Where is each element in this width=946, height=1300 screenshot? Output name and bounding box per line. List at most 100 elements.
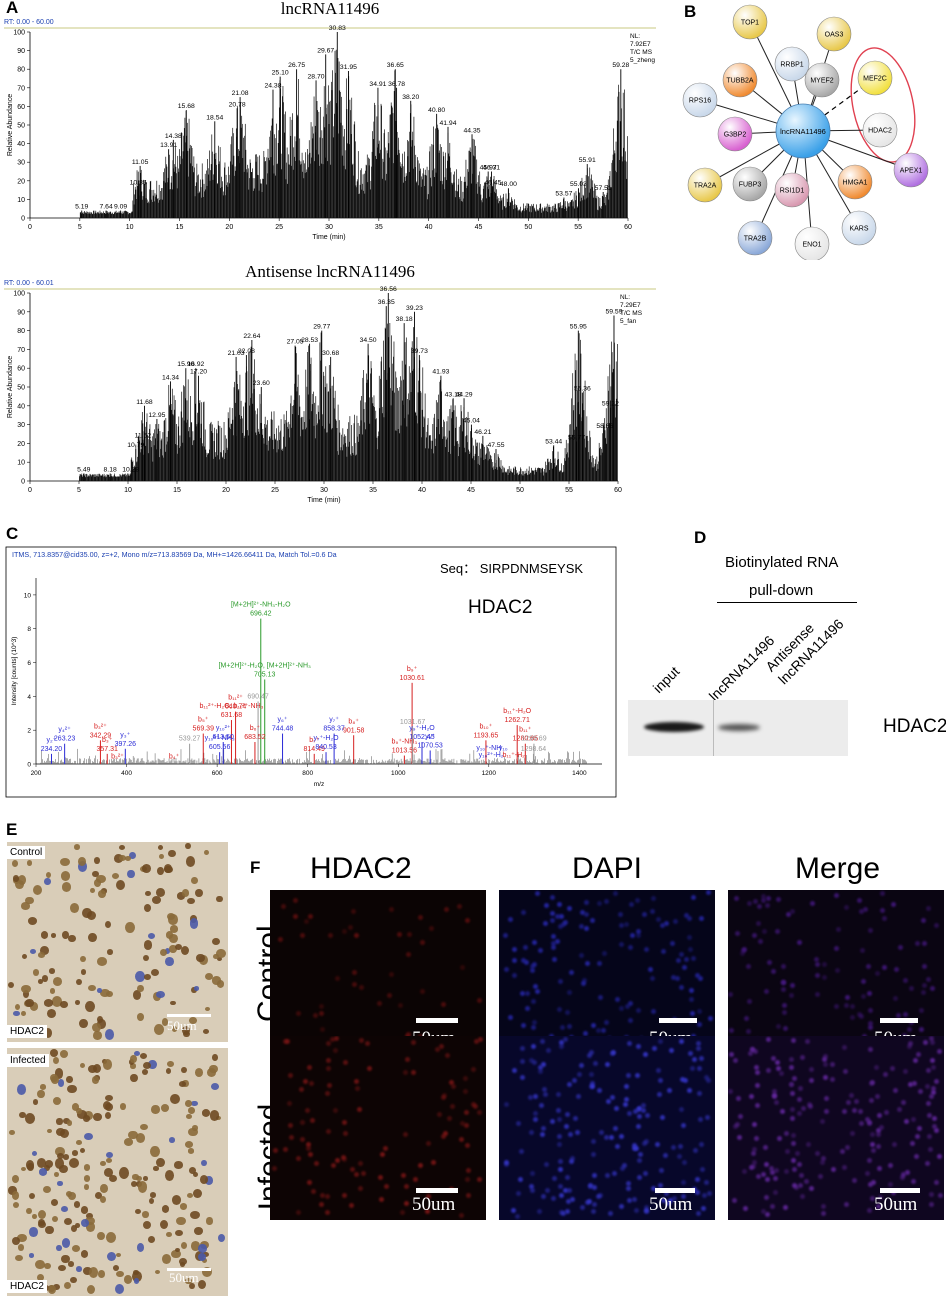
fluor-cell (910, 1140, 916, 1146)
peak-label: 36.35 (378, 299, 395, 306)
ihc-nucleus-positive (51, 996, 62, 1007)
fluor-cell (310, 1188, 316, 1194)
ihc-nucleus-positive (87, 1285, 96, 1295)
x-tick-label: 400 (121, 770, 132, 777)
peak-label: 1031.67 (400, 719, 425, 726)
fluor-cell (532, 961, 538, 967)
fluor-infected-merge: 50um (728, 1036, 944, 1220)
fluor-cell (918, 1008, 924, 1014)
ion-label: y₁₀⁺-NH (476, 745, 501, 752)
fluor-cell (400, 1210, 406, 1216)
fluor-cell (845, 1099, 851, 1105)
node-tra2a (687, 167, 723, 203)
fluor-cell (650, 1185, 656, 1191)
ihc-nucleus-positive (20, 1166, 26, 1171)
x-tick-label: 200 (31, 770, 42, 777)
chart-title: Antisense lncRNA11496 (245, 262, 415, 281)
fluor-cell (464, 1122, 470, 1128)
fluor-cell (359, 985, 365, 991)
peak-label: 11.05 (132, 159, 149, 166)
fluor-cell (663, 1191, 669, 1197)
fluor-cell (512, 1068, 518, 1074)
peak-label: 814.49 (304, 746, 326, 753)
fluor-cell (529, 1183, 535, 1189)
ihc-nucleus-positive (137, 1013, 144, 1021)
ihc-nucleus-positive (57, 1153, 65, 1160)
y-axis-label: Intensity [counts] (10^3) (11, 637, 18, 706)
fluor-cell (272, 1166, 278, 1172)
fluor-cell (540, 1126, 546, 1132)
fluor-cell (927, 1134, 933, 1140)
fluor-cell (508, 917, 514, 922)
fluor-cell (697, 975, 703, 981)
fluor-cell (570, 1156, 576, 1162)
fluor-cell (902, 1068, 908, 1074)
fluor-cell (822, 975, 828, 981)
fluor-cell (643, 946, 649, 952)
fluor-cell (621, 1162, 627, 1168)
y-tick-label: 20 (17, 441, 25, 448)
fluor-cell (618, 923, 624, 929)
info-text: NL: (620, 294, 630, 301)
fluor-cell (703, 1180, 709, 1186)
node-rsi1d1 (774, 172, 810, 208)
fluor-cell (694, 1177, 700, 1183)
fluor-cell (666, 1201, 672, 1207)
ihc-nucleus-negative (136, 1243, 145, 1252)
node-tra2b (737, 220, 773, 256)
fluor-cell (555, 1091, 561, 1097)
fluor-cell (903, 978, 909, 984)
ihc-nucleus-positive (132, 1270, 143, 1282)
fluor-cell (567, 990, 573, 996)
fluor-cell (910, 1117, 916, 1123)
ihc-nucleus-positive (83, 1267, 92, 1276)
fluor-cell (754, 1070, 760, 1076)
peak-label: 36.56 (380, 286, 397, 293)
fluor-cell (550, 945, 556, 951)
fluor-cell (588, 1050, 594, 1056)
fluor-cell (404, 1200, 410, 1206)
ihc-nucleus-positive (79, 1062, 86, 1069)
peak-label: 696.42 (250, 611, 272, 618)
ihc-nucleus-positive (20, 984, 31, 994)
fluor-cell (790, 1115, 796, 1121)
blot-title-line1: Biotinylated RNA (725, 554, 839, 571)
node-hmga1 (837, 164, 873, 200)
fluor-cell (874, 1094, 880, 1100)
fluor-cell (450, 1084, 456, 1090)
ihc-nucleus-positive (76, 1107, 83, 1115)
ihc-nucleus-positive (73, 1201, 81, 1208)
fluor-cell (870, 1131, 876, 1137)
fluor-cell (925, 1068, 931, 1074)
fluor-cell (655, 917, 661, 923)
peak-label: 57.51 (595, 185, 612, 192)
y-tick-label: 40 (17, 403, 25, 410)
node-kars (841, 210, 877, 246)
fluor-cell (769, 1166, 775, 1172)
node-label: TRA2B (744, 236, 767, 243)
fluor-cell (626, 1180, 632, 1186)
fluor-cell (901, 1172, 907, 1178)
fluor-cell (705, 1077, 711, 1083)
fluor-cell (861, 994, 867, 999)
fluor-cell (865, 1170, 871, 1176)
fluor-cell (687, 935, 693, 941)
ihc-nucleus-positive (149, 1191, 157, 1198)
scale-text: 50um (412, 1194, 456, 1215)
fluor-cell (565, 1010, 571, 1016)
fluor-cell (306, 1146, 312, 1152)
lane-label-input: input (649, 663, 683, 696)
peak-label: 10.79 (127, 442, 144, 449)
ihc-nucleus-negative (32, 1150, 38, 1157)
peak-label: 1193.65 (474, 732, 499, 739)
fluor-cell (604, 898, 610, 904)
x-tick-label: 30 (325, 224, 333, 231)
fluor-cell (544, 1187, 550, 1193)
fluor-cell (287, 1072, 293, 1078)
fluor-cell (867, 928, 873, 934)
fluor-cell (566, 1081, 572, 1087)
ihc-nucleus-positive (89, 1267, 99, 1278)
fluor-cell (584, 911, 590, 917)
ihc-nucleus-positive (178, 1080, 186, 1087)
fluor-cell (788, 993, 794, 999)
